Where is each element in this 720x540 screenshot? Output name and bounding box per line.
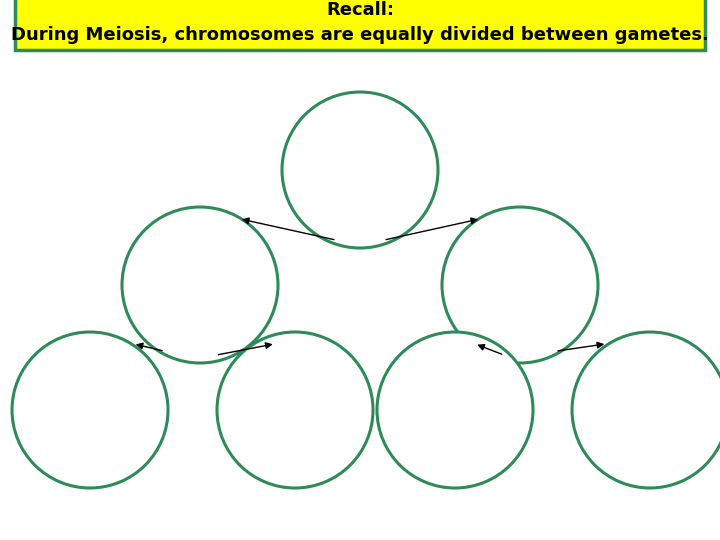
FancyBboxPatch shape: [15, 0, 705, 50]
Text: During Meiosis, chromosomes are equally divided between gametes.: During Meiosis, chromosomes are equally …: [11, 26, 709, 44]
Circle shape: [217, 332, 373, 488]
Text: Recall:: Recall:: [326, 1, 394, 19]
Circle shape: [377, 332, 533, 488]
Circle shape: [442, 207, 598, 363]
Circle shape: [572, 332, 720, 488]
Circle shape: [122, 207, 278, 363]
Circle shape: [12, 332, 168, 488]
Circle shape: [282, 92, 438, 248]
